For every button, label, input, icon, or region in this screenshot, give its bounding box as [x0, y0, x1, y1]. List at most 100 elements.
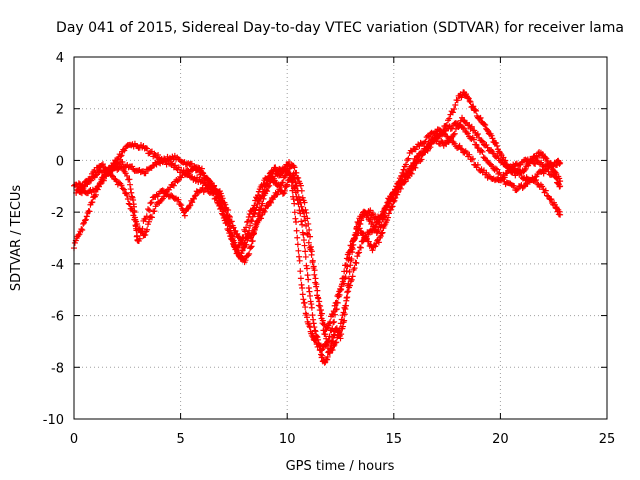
data-point: [79, 227, 86, 234]
data-point: [405, 155, 412, 162]
y-tick-label: -4: [51, 258, 64, 273]
data-point: [392, 190, 399, 197]
data-point: [502, 157, 509, 164]
data-point: [186, 202, 193, 209]
data-point: [299, 194, 306, 201]
data-point: [249, 206, 256, 213]
y-tick-label: -8: [51, 361, 64, 376]
y-tick-label: -6: [51, 310, 64, 325]
data-point: [313, 281, 320, 288]
data-point: [117, 153, 124, 160]
data-point: [483, 126, 490, 133]
data-point: [214, 199, 221, 206]
data-point: [336, 325, 343, 332]
data-point: [295, 247, 302, 254]
data-point: [312, 337, 319, 344]
data-point: [299, 291, 306, 298]
data-point: [312, 275, 319, 282]
data-point: [281, 187, 288, 194]
x-tick-label: 0: [70, 432, 78, 447]
y-tick-label: -2: [51, 206, 64, 221]
data-point: [389, 203, 396, 210]
data-point: [327, 319, 334, 326]
data-point: [478, 137, 485, 144]
y-tick-label: 4: [56, 51, 64, 66]
data-point: [296, 253, 303, 260]
data-point: [472, 106, 479, 113]
data-point: [292, 179, 299, 186]
grid-lines: [74, 57, 607, 419]
data-point: [306, 226, 313, 233]
y-tick-label: 2: [56, 103, 64, 118]
data-point: [293, 219, 300, 226]
data-point: [352, 232, 359, 239]
data-point: [120, 186, 127, 193]
data-point: [319, 317, 326, 324]
data-point: [456, 121, 463, 128]
data-point: [316, 298, 323, 305]
data-point: [78, 226, 85, 233]
data-point: [142, 216, 149, 223]
data-point: [395, 178, 402, 185]
data-point: [340, 280, 347, 287]
data-point: [279, 168, 286, 175]
data-point: [354, 225, 361, 232]
data-point: [291, 164, 298, 171]
data-point: [345, 288, 352, 295]
data-point: [344, 263, 351, 270]
data-point: [332, 300, 339, 307]
data-point: [377, 233, 384, 240]
data-point: [346, 282, 353, 289]
data-point: [245, 230, 252, 237]
data-point: [137, 229, 144, 236]
data-point: [448, 135, 455, 142]
data-point: [557, 160, 564, 167]
data-point: [367, 207, 374, 214]
data-point: [398, 173, 405, 180]
data-point: [249, 237, 256, 244]
data-point: [314, 287, 321, 294]
data-point: [553, 174, 560, 181]
data-point: [259, 200, 266, 207]
data-point: [412, 146, 419, 153]
data-point: [303, 230, 310, 237]
data-point: [452, 101, 459, 108]
data-point: [276, 184, 283, 191]
data-point: [369, 247, 376, 254]
data-point: [372, 243, 379, 250]
data-point: [516, 170, 523, 177]
data-point: [217, 206, 224, 213]
data-point: [124, 196, 131, 203]
data-point: [301, 199, 308, 206]
data-point: [324, 339, 331, 346]
data-point: [149, 163, 156, 170]
data-point: [100, 177, 107, 184]
data-point: [522, 165, 529, 172]
data-point: [295, 174, 302, 181]
data-point: [397, 185, 404, 192]
data-point: [548, 196, 555, 203]
data-point: [222, 207, 229, 214]
data-point: [296, 196, 303, 203]
data-point: [331, 302, 338, 309]
data-point: [223, 212, 230, 219]
data-point: [461, 125, 468, 132]
data-point: [513, 187, 520, 194]
data-point: [357, 220, 364, 227]
data-point: [302, 206, 309, 213]
data-point: [191, 193, 198, 200]
x-tick-label: 25: [599, 432, 616, 447]
data-point: [427, 144, 434, 151]
data-point: [494, 166, 501, 173]
data-point: [123, 192, 130, 199]
data-point: [294, 234, 301, 241]
data-point: [189, 199, 196, 206]
data-point: [534, 180, 541, 187]
data-point: [308, 301, 315, 308]
data-point: [466, 151, 473, 158]
data-point: [159, 187, 166, 194]
data-point: [378, 230, 385, 237]
data-point: [254, 195, 261, 202]
data-point: [113, 157, 120, 164]
data-point: [291, 209, 298, 216]
